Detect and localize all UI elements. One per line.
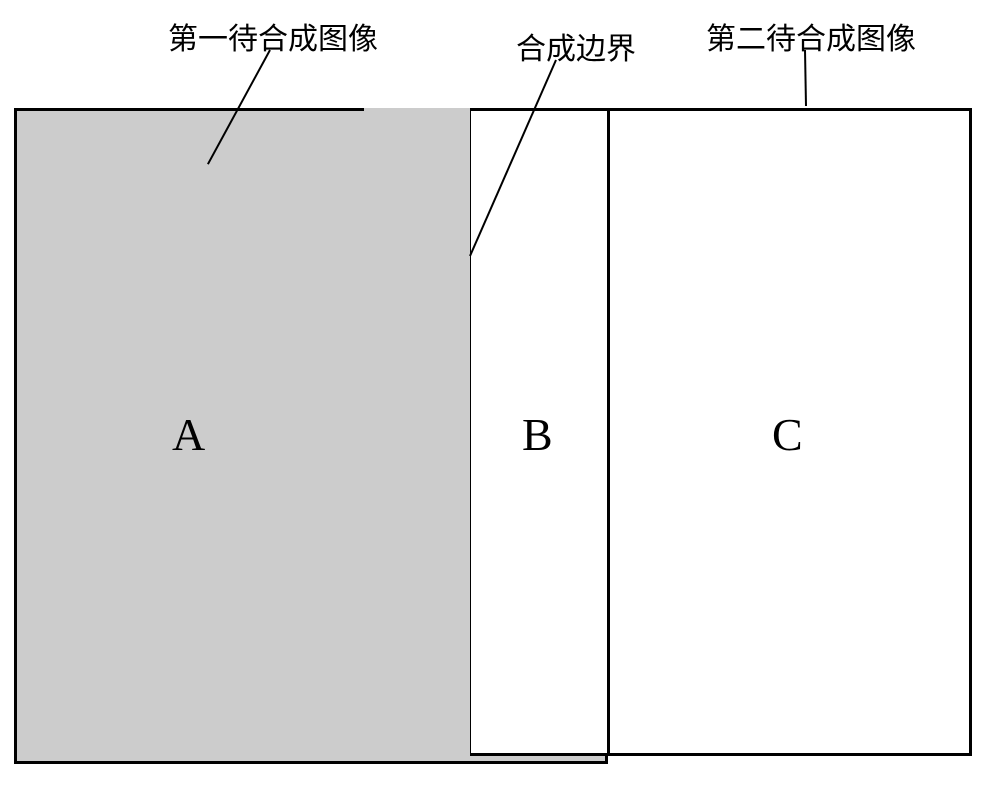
region-a-label: A	[172, 408, 205, 461]
region-c-label: C	[772, 408, 803, 461]
region-b-label: B	[522, 408, 553, 461]
synthesis-boundary-line	[470, 108, 471, 756]
first-image-label: 第一待合成图像	[168, 14, 378, 58]
second-image-label: 第二待合成图像	[706, 14, 916, 58]
second-image-leader-line	[804, 50, 807, 106]
overlap-region	[364, 108, 470, 756]
first-image-right-edge	[607, 108, 610, 756]
synthesis-boundary-label: 合成边界	[516, 24, 636, 68]
diagram-canvas: A B C 第一待合成图像 合成边界 第二待合成图像	[0, 0, 1000, 790]
